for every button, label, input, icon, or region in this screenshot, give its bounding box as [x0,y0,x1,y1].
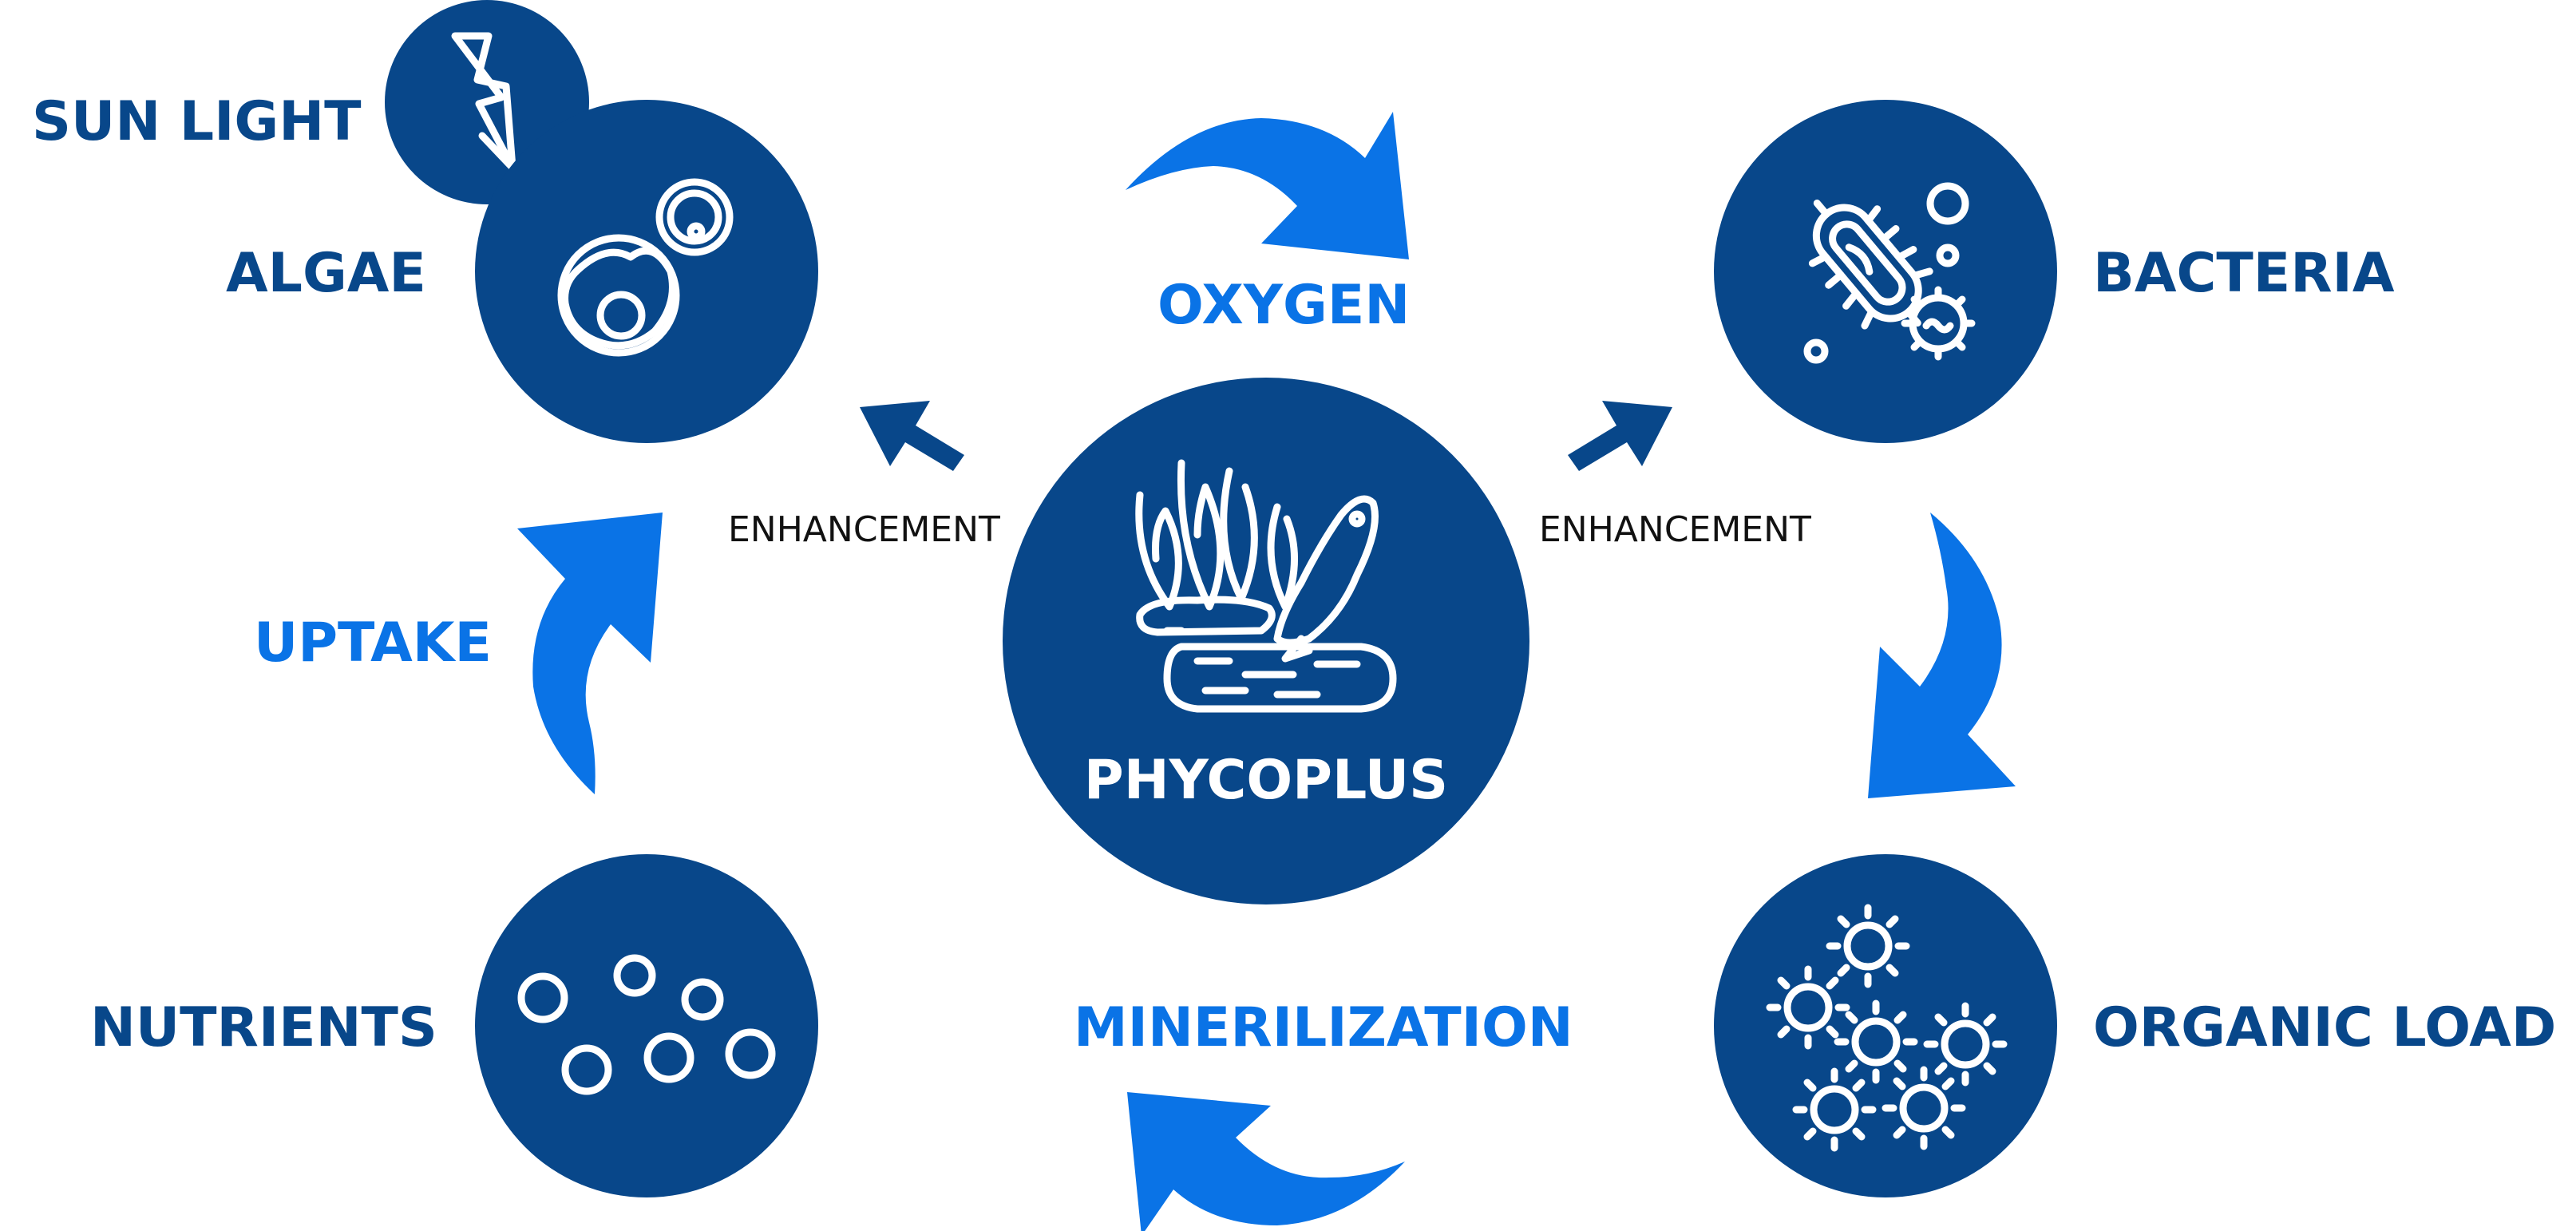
enhancement-arrow-right [1568,401,1672,471]
oxygen-arrow [1126,112,1409,259]
enhancement-label-left: ENHANCEMENT [728,509,1000,550]
organic-load-label: ORGANIC LOAD [2093,996,2556,1059]
bacteria-icon [1803,182,1976,364]
algae-node [475,100,818,443]
mineralization-arrow [1127,1092,1405,1231]
lightning-icon [451,32,516,172]
seaweed-fish-icon [1135,459,1397,713]
oxygen-label: OXYGEN [1157,274,1410,337]
bacteria-node [1714,100,2057,443]
uptake-label: UPTAKE [254,612,492,675]
bacteria-label: BACTERIA [2093,242,2395,305]
sun-light-label: SUN LIGHT [32,90,362,153]
organic-load-arrow [1868,513,2016,798]
minerilization-label: MINERILIZATION [1074,996,1573,1059]
algae-cell-icon [557,178,734,357]
microbe-cluster-icon [1766,904,2008,1152]
uptake-arrow [517,513,663,794]
nutrients-label: NUTRIENTS [90,996,437,1059]
nutrients-node [475,854,818,1197]
nutrient-bubbles-icon [517,954,776,1095]
center-node [1003,378,1529,904]
enhancement-arrow-left [860,401,964,471]
enhancement-label-right: ENHANCEMENT [1539,509,1811,550]
algae-label: ALGAE [226,242,426,305]
center-label: PHYCOPLUS [1084,749,1448,812]
organic-load-node [1714,854,2057,1197]
